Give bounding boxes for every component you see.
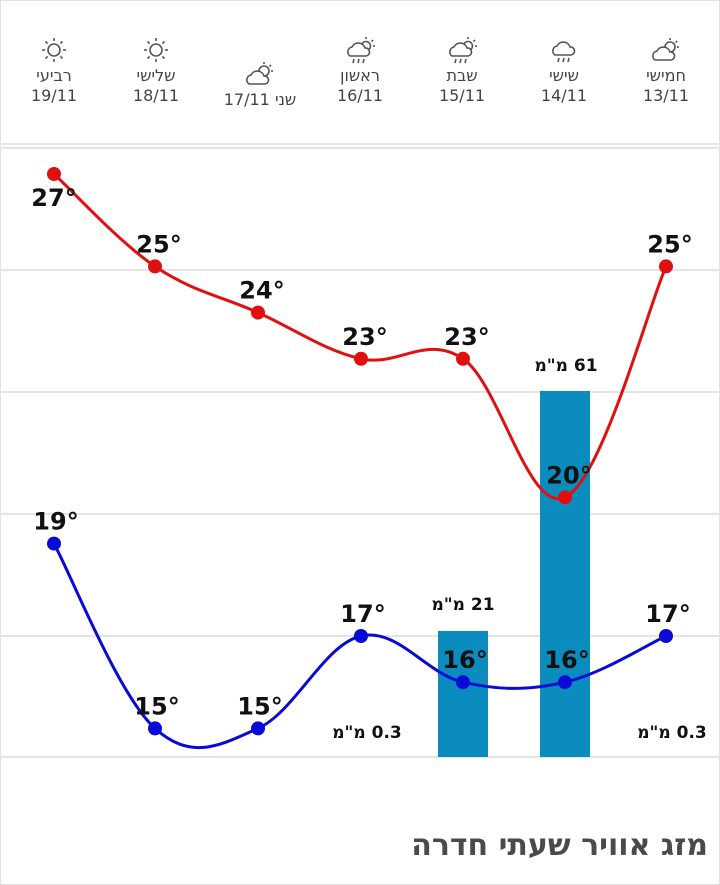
low-temp-label: 15° [237,692,282,720]
high-temp-point [251,305,265,320]
high-temp-point [558,490,572,505]
header-divider [0,143,720,145]
temperature-chart: 25° 20° 23° 23° 24° 25° 27° 17° 16° 16° 17° 15° 15° 1… [0,147,720,758]
day-2: שבת 15/11 [412,36,512,106]
high-temp-label: 20° [546,461,591,489]
high-temp-label: 25° [647,230,692,258]
low-temp-label: 19° [33,508,78,536]
day-1: שישי 14/11 [514,36,614,106]
low-temp-point [251,721,265,736]
partly-cloudy-icon [246,62,273,85]
day-date: 19/11 [30,86,78,105]
page-title: מזג אוויר שעתי חדרה [411,828,708,863]
sun-cloud-rain-icon [449,37,477,64]
rain-icon [552,41,576,63]
low-temp-point [659,629,673,643]
day-name: שישי [549,66,579,85]
precip-label: 21 מ"מ [431,595,494,615]
day-date: 17/11 [223,90,270,109]
day-name: שבת [446,66,478,85]
low-temp-point [456,675,470,690]
high-temp-label: 23° [342,323,387,351]
low-temp-label: 16° [442,646,487,674]
day-date: 14/11 [540,86,588,105]
day-name: שלישי [136,66,176,85]
low-temp-label: 17° [645,600,690,628]
precip-label: 0.3 מ"מ [332,723,402,743]
high-temp-label: 23° [444,323,489,351]
day-date: 16/11 [336,86,384,105]
high-temp-point [659,259,673,274]
low-temp-point [148,721,162,736]
day-name: חמישי [646,66,686,85]
low-temp-label: 17° [340,600,385,628]
day-name: שני [274,90,297,109]
precip-bar [540,391,590,757]
precip-label: 61 מ"מ [534,356,597,376]
precip-label: 0.3 מ"מ [637,723,707,743]
day-3: ראשון 16/11 [310,36,410,106]
low-temp-label: 16° [544,646,589,674]
high-temp-point [354,351,368,366]
day-name: ראשון [340,66,380,85]
day-0: חמישי 13/11 [616,36,716,106]
low-temp-label: 15° [134,692,179,720]
low-temp-point [354,629,368,643]
high-temp-point [456,351,470,366]
day-name: רביעי [36,66,72,85]
sun-cloud-rain-icon [347,37,375,64]
partly-cloudy-icon [652,38,679,61]
day-date: 13/11 [642,86,690,105]
sun-icon [42,38,66,62]
high-temp-label: 27° [31,184,76,212]
day-6: רביעי 19/11 [4,36,104,106]
day-5: שלישי 18/11 [106,36,206,106]
day-date: 18/11 [132,86,180,105]
low-temp-point [558,675,572,690]
precip-bar [438,631,488,757]
sun-icon [144,38,168,62]
high-temp-point [47,167,61,181]
high-temp-label: 24° [239,277,284,305]
high-temp-label: 25° [136,230,181,258]
low-temp-point [47,536,61,551]
day-date: 15/11 [438,86,486,105]
day-4: שני 17/11 [200,60,320,110]
high-temp-point [148,259,162,274]
